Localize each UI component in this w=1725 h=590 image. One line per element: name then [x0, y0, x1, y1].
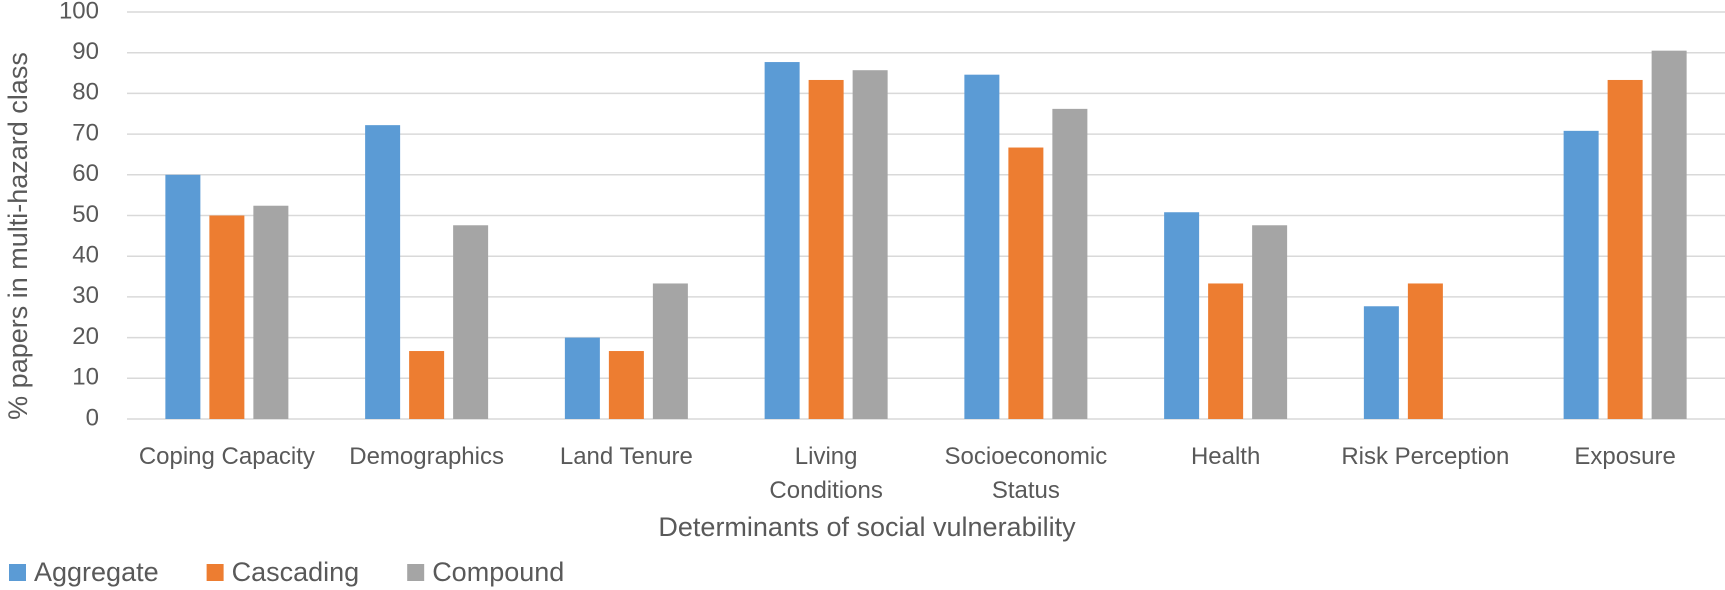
x-axis-title: Determinants of social vulnerability: [658, 512, 1076, 542]
x-tick-label: Risk Perception: [1341, 443, 1510, 470]
bar: [964, 74, 1000, 419]
bar: [409, 351, 445, 419]
y-tick-label: 70: [72, 119, 99, 146]
x-tick-label: Living Conditions: [769, 443, 883, 504]
bar: [1607, 79, 1643, 420]
x-tick-label: Demographics: [349, 443, 504, 470]
y-tick-label: 80: [72, 79, 99, 106]
legend-swatch: [407, 564, 425, 581]
y-axis-title: % papers in multi-hazard class: [3, 52, 33, 420]
bar: [365, 125, 401, 420]
bar: [253, 205, 289, 419]
x-tick-label: Health: [1190, 443, 1261, 470]
bar: [1651, 50, 1687, 419]
bar: [852, 70, 888, 420]
legend-label: Cascading: [232, 557, 360, 587]
bar: [453, 225, 489, 419]
y-tick-label: 100: [59, 0, 99, 24]
bar: [808, 79, 844, 420]
bar: [209, 215, 245, 419]
bar: [652, 283, 688, 419]
bar: [1363, 306, 1399, 419]
bar: [1208, 283, 1244, 419]
bar: [1563, 130, 1599, 419]
bar: [608, 351, 644, 419]
bar: [1407, 283, 1443, 419]
y-tick-label: 90: [72, 38, 99, 65]
y-tick-label: 10: [72, 364, 99, 391]
legend-swatch: [206, 564, 224, 581]
bar: [1052, 108, 1088, 419]
y-tick-label: 40: [72, 242, 99, 269]
x-tick-label: Exposure: [1574, 443, 1676, 470]
legend-swatch: [9, 564, 26, 581]
bar: [764, 62, 800, 419]
bar: [1008, 147, 1044, 419]
x-tick-label: Land Tenure: [559, 443, 693, 470]
x-tick-label: Coping Capacity: [138, 443, 315, 470]
legend-label: Aggregate: [34, 557, 159, 587]
bar: [165, 174, 201, 419]
y-tick-label: 50: [72, 201, 99, 228]
legend-label: Compound: [432, 557, 564, 587]
y-tick-label: 0: [86, 404, 99, 431]
bar: [1164, 212, 1200, 419]
y-tick-label: 20: [72, 323, 99, 350]
y-tick-label: 60: [72, 160, 99, 187]
bar: [564, 337, 600, 419]
y-tick-label: 30: [72, 282, 99, 309]
x-tick-label: Socioeconomic Status: [944, 443, 1108, 504]
bar: [1252, 225, 1288, 419]
